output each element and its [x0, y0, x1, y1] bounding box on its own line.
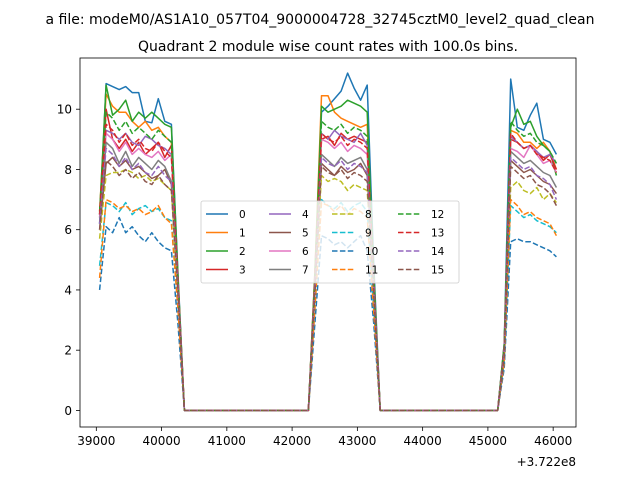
legend-label-5: 5	[302, 228, 309, 240]
legend-label-15: 15	[431, 265, 444, 277]
chart-title: Quadrant 2 module wise count rates with …	[138, 39, 518, 55]
legend-label-13: 13	[431, 228, 444, 240]
legend-label-8: 8	[365, 209, 372, 221]
x-tick-label: 41000	[208, 434, 246, 448]
series-line-15	[98, 159, 558, 412]
plot-border	[79, 57, 577, 428]
legend-label-14: 14	[431, 246, 445, 258]
x-tick-label: 43000	[338, 434, 376, 448]
x-tick-label: 44000	[404, 434, 442, 448]
legend-label-4: 4	[302, 209, 309, 221]
legend-label-7: 7	[302, 265, 309, 277]
x-tick-label: 40000	[142, 434, 180, 448]
legend-label-0: 0	[239, 209, 246, 221]
legend-label-11: 11	[365, 265, 378, 277]
y-axis: 0 2 4 6 8 10	[57, 103, 80, 418]
legend-label-2: 2	[239, 246, 246, 258]
legend-label-1: 1	[239, 228, 246, 240]
legend-label-12: 12	[431, 209, 444, 221]
x-tick-label: 39000	[77, 434, 115, 448]
y-tick-label: 2	[64, 344, 72, 358]
x-axis-offset-label: +3.722e8	[517, 455, 576, 469]
y-tick-label: 6	[64, 223, 72, 237]
y-tick-label: 0	[64, 404, 72, 418]
y-tick-label: 10	[57, 103, 72, 117]
legend-label-3: 3	[239, 265, 246, 277]
legend-box	[200, 200, 460, 284]
figure-suptitle: a file: modeM0/AS1A10_057T04_9000004728_…	[46, 12, 595, 28]
legend-label-6: 6	[302, 246, 309, 258]
legend-label-10: 10	[365, 246, 378, 258]
x-tick-label: 45000	[469, 434, 507, 448]
x-tick-label: 42000	[273, 434, 311, 448]
legend-label-9: 9	[365, 228, 372, 240]
x-axis: 39000 40000 41000 42000 43000 44000 45000 46000	[77, 427, 572, 448]
y-tick-label: 8	[64, 163, 72, 177]
y-tick-label: 4	[64, 283, 72, 297]
x-tick-label: 46000	[534, 434, 572, 448]
